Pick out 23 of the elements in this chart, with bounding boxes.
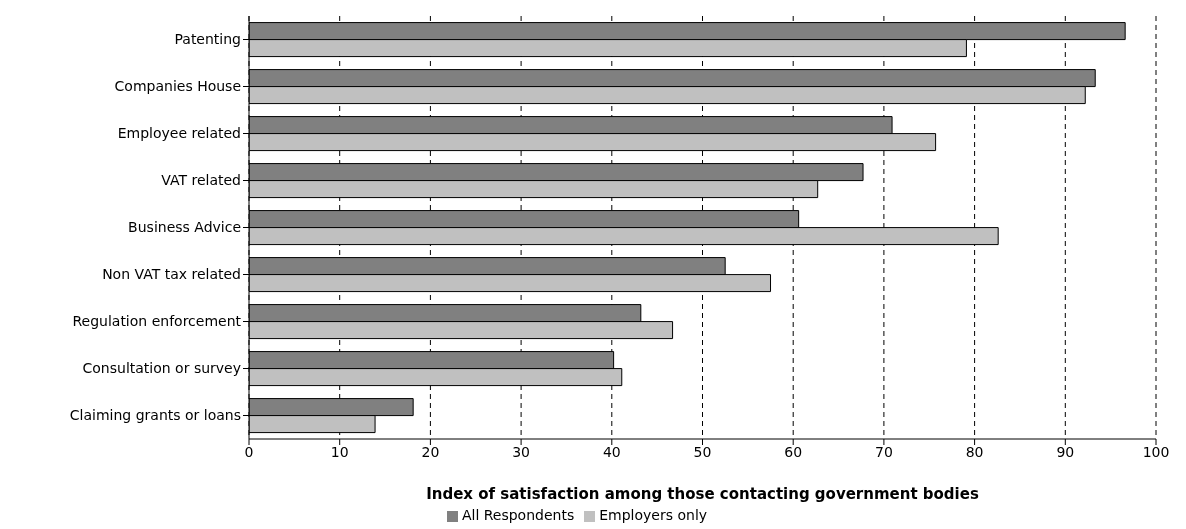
y-tick-label: Patenting [174, 31, 241, 48]
legend-label: Employers only [599, 507, 708, 523]
x-tick-label: 90 [1056, 443, 1075, 460]
y-tick-label: Consultation or survey [82, 360, 241, 377]
y-tick-label: Regulation enforcement [72, 313, 242, 330]
x-tick-label: 20 [421, 443, 440, 460]
x-tick-label: 0 [244, 443, 254, 460]
x-tick-label: 40 [602, 443, 621, 460]
y-tick-label: Employee related [117, 125, 241, 142]
x-tick-label: 100 [1142, 443, 1170, 460]
x-tick-label: 80 [965, 443, 984, 460]
y-tick-label: Companies House [114, 78, 241, 95]
x-axis-title: Index of satisfaction among those contacting government bodies [426, 485, 979, 503]
x-tick-label: 10 [330, 443, 349, 460]
y-tick-label: Non VAT tax related [102, 266, 241, 283]
y-tick-label: Claiming grants or loans [69, 407, 241, 424]
y-tick-label: VAT related [161, 172, 241, 189]
x-tick-label: 30 [512, 443, 531, 460]
legend-label: All Respondents [461, 507, 575, 523]
y-tick-label: Business Advice [128, 219, 241, 236]
x-tick-label: 70 [874, 443, 893, 460]
x-tick-label: 50 [693, 443, 712, 460]
x-tick-label: 60 [784, 443, 803, 460]
